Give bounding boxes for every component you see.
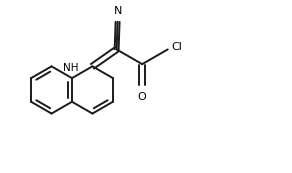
Text: Cl: Cl bbox=[172, 42, 182, 52]
Text: N: N bbox=[113, 6, 122, 16]
Text: NH: NH bbox=[63, 63, 79, 73]
Text: O: O bbox=[138, 92, 147, 102]
